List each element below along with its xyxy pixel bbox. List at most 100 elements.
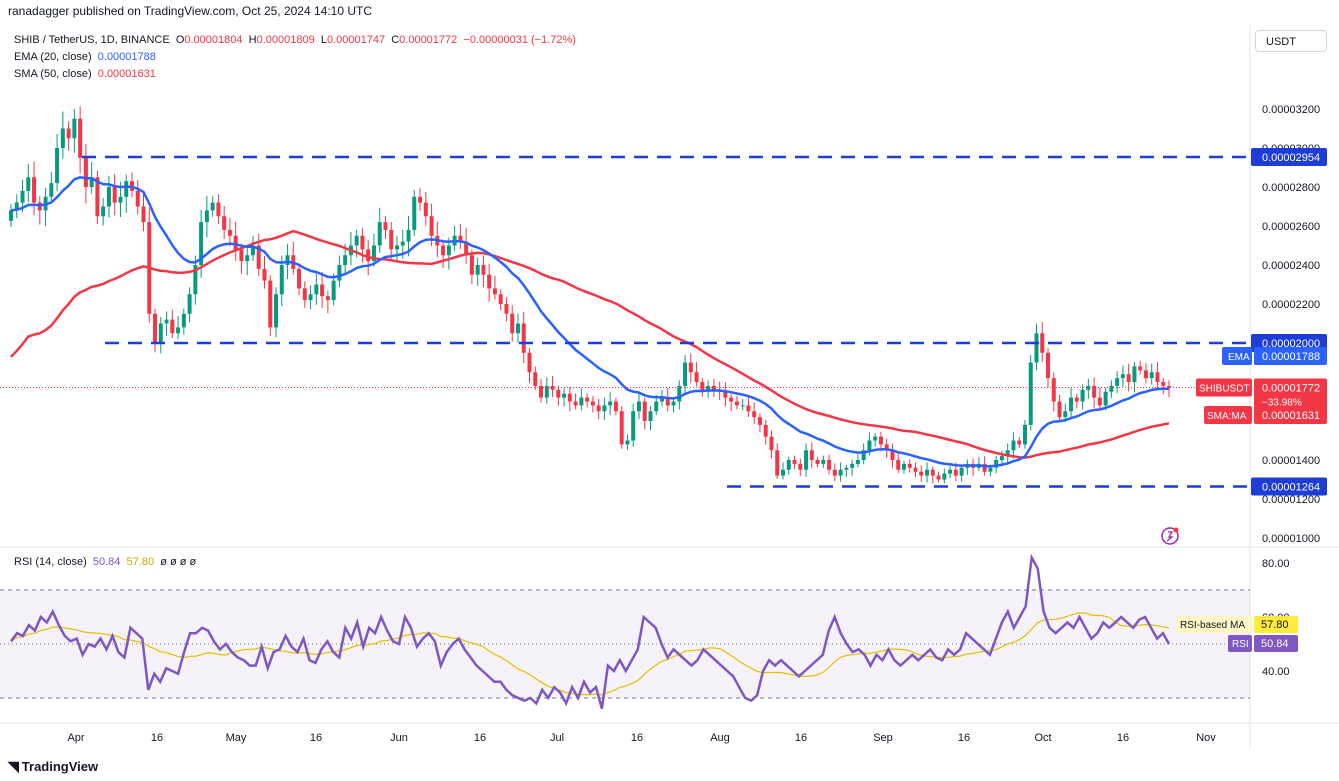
price-change-label: −33.98% <box>1262 397 1302 408</box>
candle-body <box>9 210 13 221</box>
candle <box>1034 323 1039 371</box>
candle <box>850 459 855 476</box>
symbol-name-label: SHIBUSDT <box>1199 383 1250 394</box>
candle <box>377 207 382 253</box>
alert-icon[interactable] <box>1161 527 1179 545</box>
time-tick-label: Nov <box>1196 732 1216 744</box>
rsi-legend-value: 50.84 <box>92 556 121 568</box>
candle <box>458 223 463 249</box>
candle-body <box>262 268 267 281</box>
candle-body <box>297 268 302 289</box>
candle <box>412 190 417 236</box>
candle-body <box>919 471 924 476</box>
horizontal-levels-layer[interactable] <box>82 155 1250 488</box>
candle <box>1074 393 1079 409</box>
candle <box>245 247 250 276</box>
candle <box>492 275 497 300</box>
candle-body <box>631 411 636 441</box>
candle <box>250 235 255 261</box>
candle-body <box>642 401 647 421</box>
candle-body <box>781 469 785 476</box>
candle-body <box>533 372 538 386</box>
currency-button[interactable]: USDT <box>1255 30 1327 52</box>
sma-legend-row[interactable]: SMA (50, close) 0.00001631 <box>14 66 576 83</box>
rsi-legend[interactable]: RSI (14, close) 50.84 57.80 ø ø ø ø <box>14 556 196 568</box>
candle <box>804 443 809 477</box>
candle <box>112 173 117 216</box>
candle-body <box>268 280 273 328</box>
tradingview-logo[interactable]: ◥ TradingView <box>8 758 98 775</box>
candle <box>383 215 388 239</box>
candle-body <box>78 118 83 158</box>
candle <box>821 455 826 468</box>
candle-body <box>1074 397 1079 402</box>
candle-body <box>636 401 641 412</box>
candle-body <box>648 411 653 421</box>
candle-body <box>585 397 590 402</box>
candle <box>72 108 77 153</box>
candle <box>1057 394 1062 421</box>
candle-body <box>838 469 843 476</box>
symbol-name-tag <box>1196 378 1252 397</box>
candle-body <box>233 235 238 250</box>
candle-body <box>112 187 117 203</box>
candle-body <box>1115 378 1120 386</box>
candle <box>781 462 785 480</box>
candle-body <box>366 249 371 262</box>
candle-body <box>763 424 768 437</box>
candle-body <box>1167 385 1171 388</box>
candle <box>844 464 849 477</box>
candle <box>452 225 457 252</box>
candle-body <box>141 206 146 223</box>
candle <box>769 430 774 459</box>
rsi-name-tag <box>1228 635 1252 652</box>
candle <box>919 465 924 482</box>
rsi-name-label: RSI <box>1232 639 1249 650</box>
price-axis[interactable]: 0.00001000 0.00001200 0.00001400 0.00002200… <box>1251 104 1327 545</box>
candle <box>1028 355 1033 431</box>
low-label: L <box>320 34 327 46</box>
candle-body <box>239 249 244 262</box>
candle <box>83 143 88 204</box>
candle-body <box>377 222 382 246</box>
time-tick-label: 16 <box>1117 732 1129 744</box>
candle <box>1051 372 1056 412</box>
candle <box>406 215 411 257</box>
candle <box>792 455 797 470</box>
candle-body <box>487 274 492 289</box>
candle <box>1143 363 1148 384</box>
candle <box>936 471 941 483</box>
level-price-tag <box>1251 147 1327 166</box>
candle-body <box>706 385 711 392</box>
candle-body <box>878 436 883 445</box>
ema-price-label: 0.00001788 <box>1262 351 1320 363</box>
candle-body <box>371 245 376 262</box>
candle <box>1097 388 1102 410</box>
candle <box>688 353 693 384</box>
candle <box>636 392 641 419</box>
candle <box>210 196 215 217</box>
candle-body <box>274 294 279 328</box>
price-tick-label: 0.00002800 <box>1262 182 1320 194</box>
candle-body <box>250 245 255 256</box>
candle-body <box>279 265 284 295</box>
ema-legend-row[interactable]: EMA (20, close) 0.00001788 <box>14 49 576 66</box>
candle <box>510 305 515 342</box>
candle-body <box>446 245 451 256</box>
candle <box>95 170 100 225</box>
candle <box>1149 363 1154 385</box>
candle <box>567 386 572 412</box>
symbol-title[interactable]: SHIB / TetherUS, 1D, BINANCE <box>14 34 170 46</box>
time-axis[interactable]: Apr 16 May 16 Jun 16 Jul 16 Aug 16 Sep 16 Oct 16 Nov <box>67 732 1216 744</box>
candle-body <box>498 294 503 304</box>
candle <box>913 462 918 478</box>
candle-body <box>1086 385 1091 390</box>
candle-body <box>26 177 31 191</box>
candle-body <box>515 323 520 334</box>
time-tick-label: 16 <box>795 732 807 744</box>
candle <box>475 257 480 286</box>
candle <box>711 378 716 398</box>
candle <box>222 205 227 239</box>
